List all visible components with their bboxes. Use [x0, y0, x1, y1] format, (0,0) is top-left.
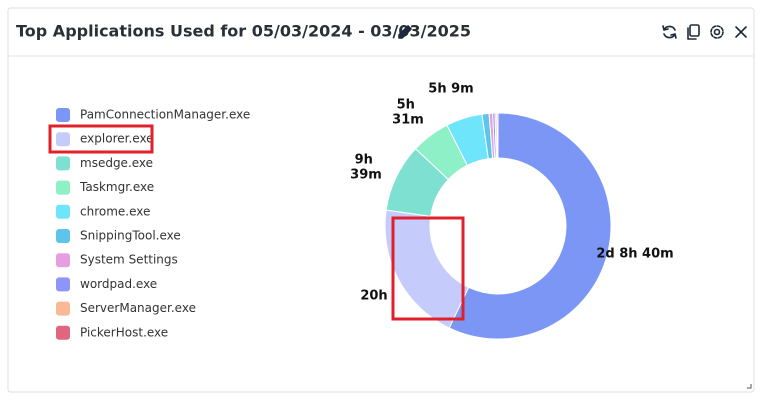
legend-swatch [56, 132, 70, 147]
legend-label: SnippingTool.exe [80, 229, 181, 243]
legend-swatch [56, 253, 70, 268]
highlight-box [48, 124, 154, 154]
legend-swatch [56, 180, 70, 195]
legend-label: explorer.exe [80, 132, 154, 146]
legend-label: PamConnectionManager.exe [80, 108, 250, 122]
legend-swatch [56, 301, 70, 316]
donut-slice [496, 112, 499, 159]
donut-slice [448, 112, 612, 340]
settings-icon[interactable] [710, 25, 724, 39]
slice-label: 5h 9m [428, 82, 473, 97]
legend-swatch [56, 108, 70, 122]
legend-label: ServerManager.exe [80, 301, 196, 315]
slice-label: 9h 39m [350, 152, 382, 182]
highlight-box [391, 216, 465, 321]
edit-icon[interactable] [398, 25, 412, 39]
legend-swatch [56, 229, 70, 243]
legend: PamConnectionManager.exe explorer.exe msed… [56, 108, 250, 340]
legend-label: chrome.exe [80, 204, 150, 218]
legend-swatch [56, 156, 70, 171]
refresh-icon[interactable] [662, 25, 677, 39]
resize-handle [747, 384, 752, 389]
legend-label: System Settings [80, 253, 178, 267]
copy-icon[interactable] [687, 24, 700, 40]
legend-label: Taskmgr.exe [79, 180, 154, 194]
chart-title: Top Applications Used for 05/03/2024 - 0… [16, 22, 471, 41]
legend-label: wordpad.exe [80, 277, 157, 291]
legend-swatch [56, 204, 70, 219]
slice-label: 20h [360, 289, 387, 304]
slice-label: 2d 8h 40m [596, 247, 673, 262]
donut-chart: 2d 8h 40m 20h 9h 39m 5h 31m 5h 9m [350, 82, 674, 340]
slice-label: 5h 31m [392, 97, 424, 127]
legend-swatch [56, 277, 70, 292]
legend-label: msedge.exe [80, 156, 153, 170]
close-icon[interactable] [735, 26, 747, 38]
legend-label: PickerHost.exe [80, 325, 168, 339]
legend-swatch [56, 325, 70, 340]
